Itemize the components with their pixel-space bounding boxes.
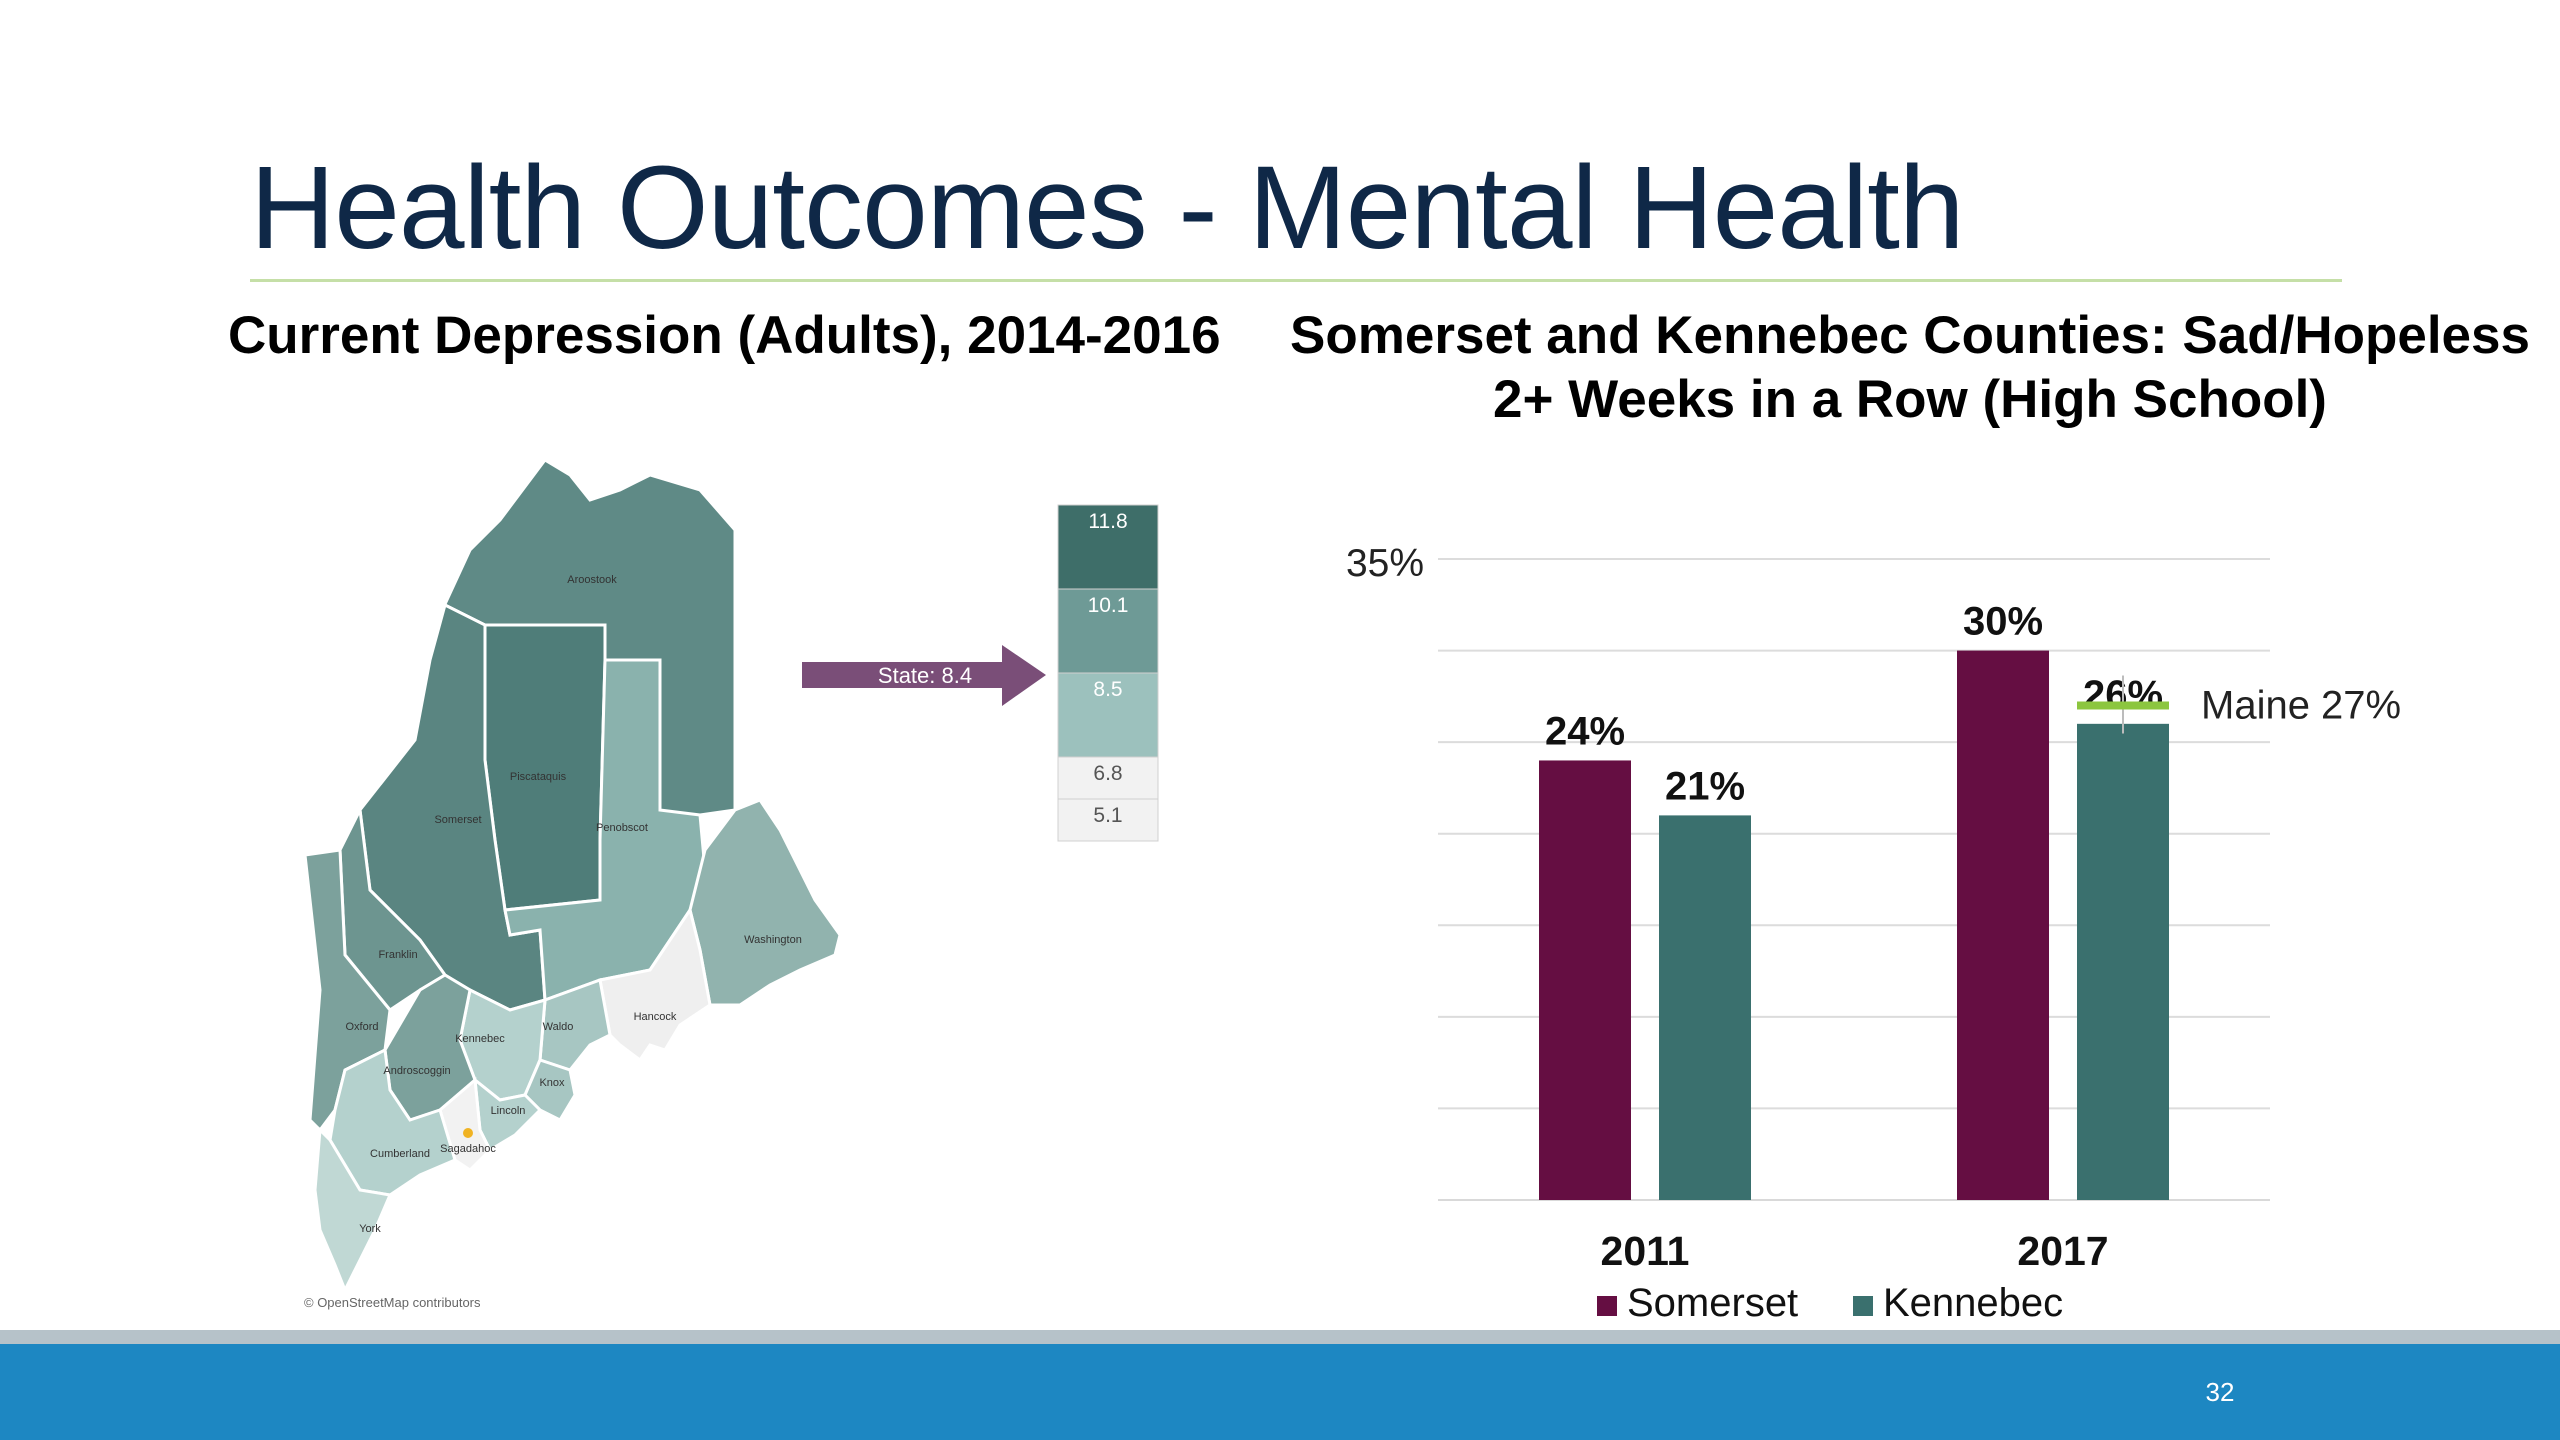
map-legend-value: 6.8	[1093, 762, 1122, 785]
page-number: 32	[2205, 1377, 2235, 1407]
county-labels: Aroostook Piscataquis Somerset Penobscot…	[345, 574, 801, 1235]
legend-swatch-somerset	[1597, 1296, 1617, 1316]
county-label-somerset: Somerset	[434, 814, 481, 826]
county-piscataquis	[483, 623, 607, 912]
map-marker	[463, 1128, 473, 1138]
legend-swatch-kennebec	[1853, 1296, 1873, 1316]
map-title: Current Depression (Adults), 2014-2016	[228, 306, 1221, 365]
state-average-arrow: State: 8.4	[802, 645, 1046, 706]
map-legend-swatch	[1057, 504, 1159, 590]
county-label-knox: Knox	[539, 1077, 565, 1089]
county-york	[313, 1126, 393, 1294]
county-label-kennebec: Kennebec	[455, 1033, 505, 1045]
state-average-label: State: 8.4	[878, 663, 972, 688]
reference-label: Maine 27%	[2201, 684, 2401, 728]
map-legend-swatch	[1057, 798, 1159, 842]
maine-reference-marker: Maine 27%	[2077, 675, 2401, 734]
x-tick-label: 2011	[1601, 1228, 1690, 1274]
data-label-kennebec-2011: 21%	[1665, 764, 1745, 808]
county-label-lincoln: Lincoln	[491, 1105, 526, 1117]
map-legend-value: 11.8	[1088, 510, 1127, 533]
map-legend-swatch	[1057, 672, 1159, 758]
bar-somerset-2011	[1539, 760, 1631, 1200]
footer-bar	[0, 1344, 2560, 1440]
x-axis-labels: 2011 2017	[1601, 1228, 2109, 1274]
bar-kennebec-2011	[1659, 815, 1751, 1200]
county-washington	[688, 798, 842, 1007]
arrow-shape	[802, 645, 1046, 706]
chart-legend: Somerset Kennebec	[1597, 1281, 2063, 1325]
county-label-oxford: Oxford	[345, 1021, 378, 1033]
bar-somerset-2017	[1957, 650, 2049, 1200]
legend-label-somerset: Somerset	[1627, 1281, 1798, 1325]
legend-label-kennebec: Kennebec	[1883, 1281, 2063, 1325]
map-credit: © OpenStreetMap contributors	[304, 1295, 481, 1310]
title-divider	[250, 279, 2342, 282]
bar-marks: 24%21%30%26%	[1539, 600, 2169, 1200]
maine-county-map	[303, 458, 842, 1294]
sad-hopeless-bar-chart: 35% 24%21%30%26% Maine 27% 2011 2017 Some…	[1346, 542, 2401, 1325]
map-legend-swatch	[1057, 588, 1159, 674]
bar-chart-title: Somerset and Kennebec Counties: Sad/Hope…	[1290, 306, 2530, 429]
county-label-androscoggin: Androscoggin	[383, 1065, 450, 1077]
slide-title: Health Outcomes - Mental Health	[250, 142, 1965, 274]
county-label-sagadahoc: Sagadahoc	[440, 1143, 496, 1155]
map-legend-swatch	[1057, 756, 1159, 800]
footer-divider	[0, 1330, 2560, 1344]
bar-kennebec-2017	[2077, 723, 2169, 1200]
county-label-washington: Washington	[744, 934, 802, 946]
county-label-penobscot: Penobscot	[596, 822, 648, 834]
county-label-york: York	[359, 1223, 381, 1235]
data-label-somerset-2011: 24%	[1545, 709, 1625, 753]
y-axis-tick-label: 35%	[1346, 542, 1424, 585]
x-tick-label: 2017	[2017, 1228, 2108, 1274]
map-legend-value: 8.5	[1093, 678, 1122, 701]
county-label-cumberland: Cumberland	[370, 1148, 430, 1160]
map-legend-value: 5.1	[1093, 804, 1122, 827]
data-label-somerset-2017: 30%	[1963, 600, 2043, 644]
map-legend-value: 10.1	[1088, 594, 1129, 617]
county-label-franklin: Franklin	[378, 949, 417, 961]
county-label-piscataquis: Piscataquis	[510, 771, 567, 783]
depression-choropleth-map: Aroostook Piscataquis Somerset Penobscot…	[303, 458, 1159, 1310]
county-label-aroostook: Aroostook	[567, 574, 617, 586]
map-legend: 11.8 10.1 8.5 6.8 5.1	[1057, 504, 1159, 842]
county-label-hancock: Hancock	[634, 1011, 677, 1023]
county-label-waldo: Waldo	[543, 1021, 574, 1033]
